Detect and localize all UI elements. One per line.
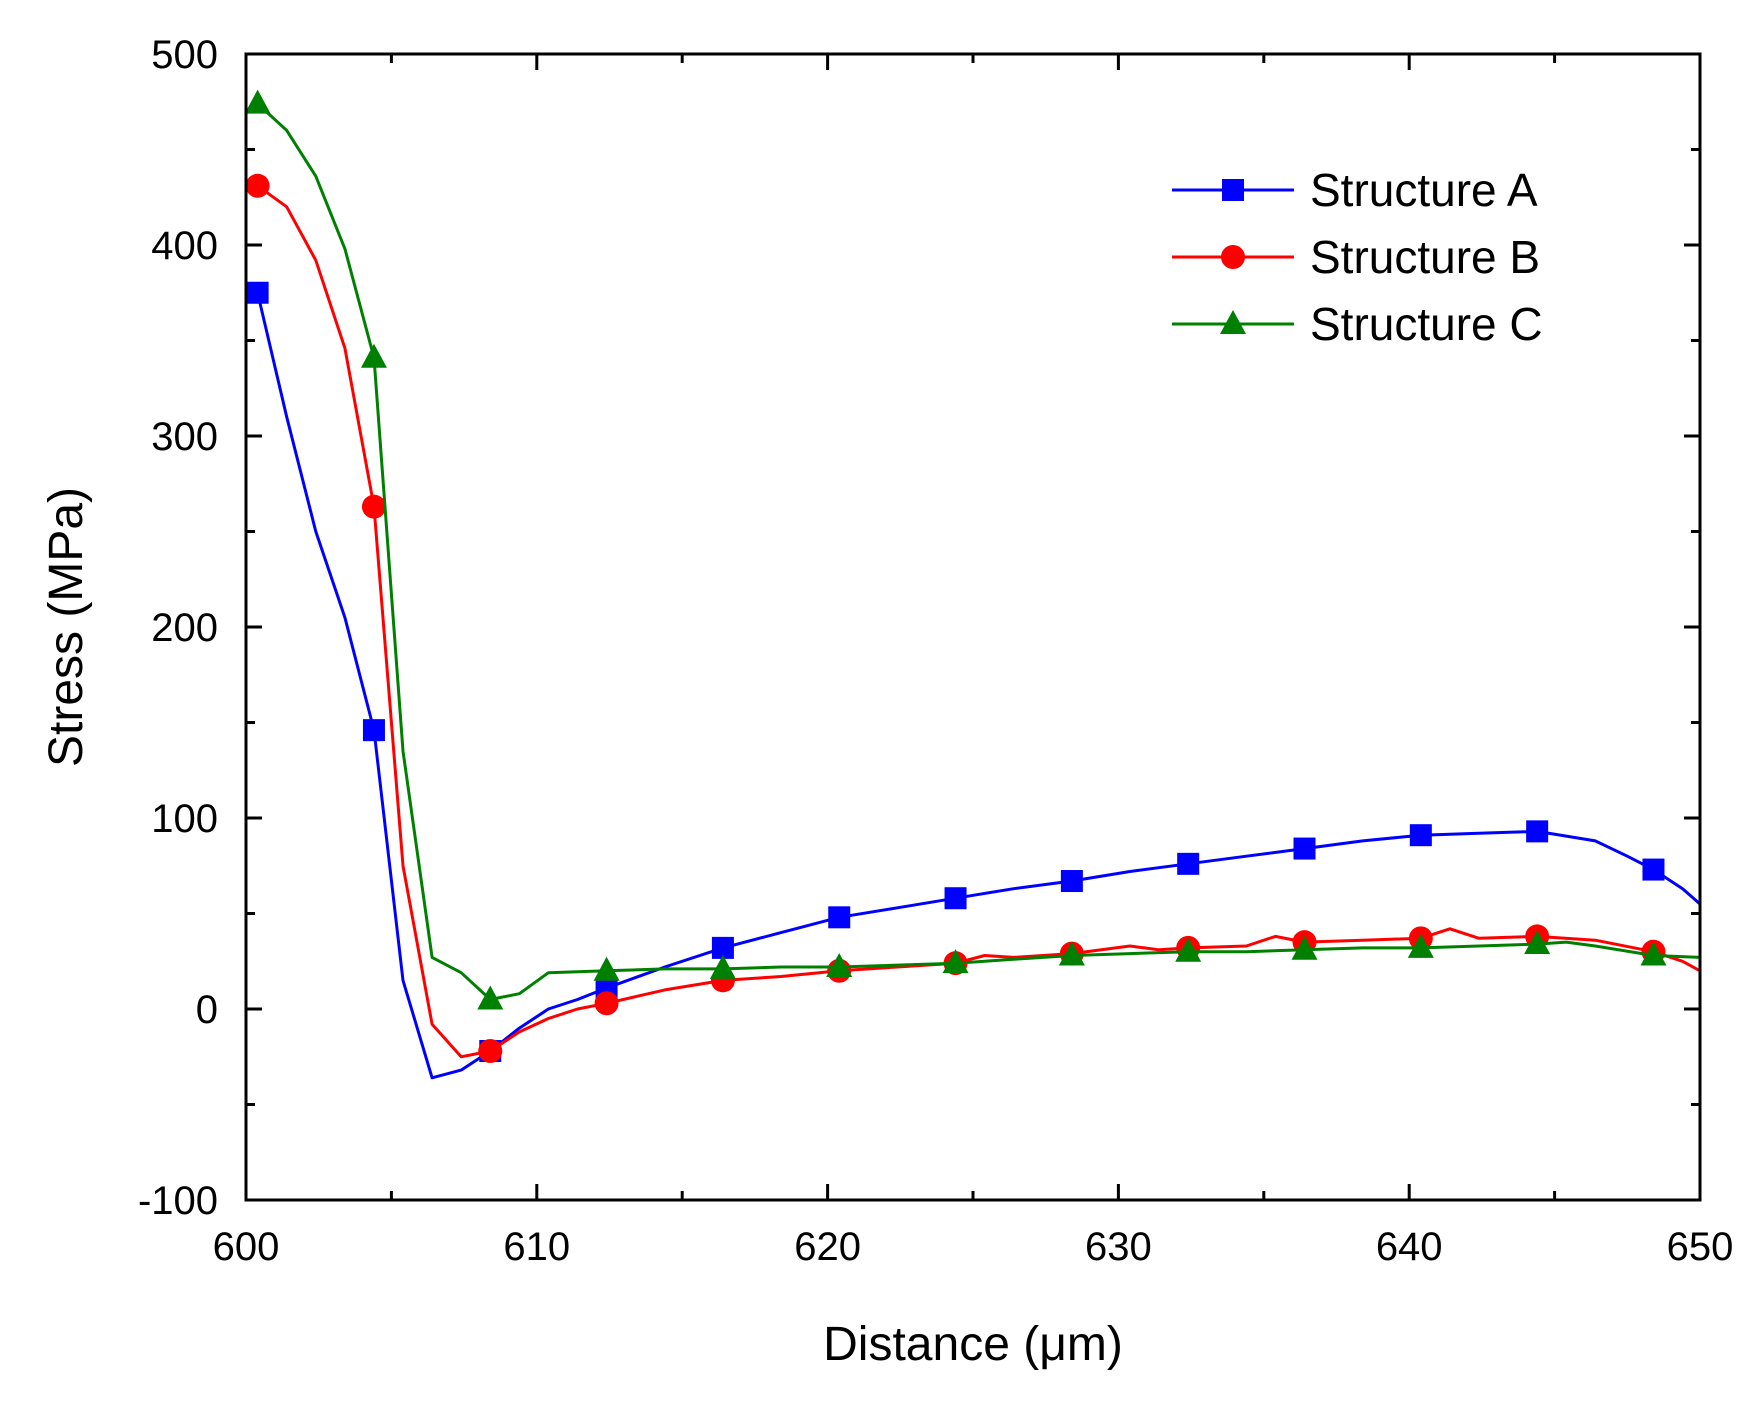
data-point-structure-a [1293, 837, 1316, 860]
x-tick-label: 640 [1376, 1225, 1443, 1269]
y-tick-label: 500 [151, 33, 218, 77]
data-point-structure-a [1060, 870, 1083, 893]
axis-ticks [244, 52, 1702, 1202]
data-point-structure-c [593, 956, 620, 981]
data-point-structure-c [709, 954, 736, 979]
x-tick-label: 620 [794, 1225, 861, 1269]
x-tick-label: 650 [1667, 1225, 1734, 1269]
legend-entry-structure-b: Structure B [1172, 231, 1540, 283]
tick-labels: 600 610 620 630 640 650 -100 0 100 200 300 400 500 [138, 33, 1733, 1269]
series-line-structure-c [256, 102, 1701, 1001]
x-axis-title: Distance (μm) [823, 1318, 1123, 1371]
data-point-structure-c [1175, 937, 1202, 962]
legend-entry-structure-a: Structure A [1172, 164, 1538, 216]
y-tick-label: -100 [138, 1179, 218, 1223]
data-point-structure-c [1407, 933, 1434, 958]
data-point-structure-c [1524, 930, 1551, 955]
x-tick-label: 610 [503, 1225, 570, 1269]
legend-marker-structure-c [1220, 310, 1246, 334]
legend-marker-structure-c [1220, 310, 1246, 334]
y-tick-label: 100 [151, 797, 218, 841]
data-point-structure-a [362, 719, 385, 742]
data-point-structure-a [711, 936, 734, 959]
data-point-structure-a [1177, 852, 1200, 875]
data-point-structure-c [244, 89, 271, 114]
data-point-structure-a [1409, 824, 1432, 847]
series-line-structure-a [256, 292, 1701, 1080]
data-point-structure-a [1642, 858, 1665, 881]
y-tick-label: 0 [196, 988, 218, 1032]
data-point-structure-a [1526, 820, 1549, 843]
y-tick-label: 400 [151, 224, 218, 268]
data-point-structure-c [1058, 941, 1085, 966]
data-point-structure-c [826, 952, 853, 977]
data-point-structure-b [361, 494, 386, 519]
data-point-structure-a [828, 906, 851, 929]
series-structure-c [244, 89, 1701, 1010]
legend-label-structure-b: Structure B [1310, 231, 1540, 283]
x-tick-label: 600 [213, 1225, 280, 1269]
legend-entry-structure-c: Structure C [1172, 298, 1543, 350]
series-structure-a [246, 281, 1701, 1080]
data-point-structure-b [245, 173, 270, 198]
plot-series [244, 89, 1701, 1080]
legend-marker-structure-b [1221, 245, 1245, 269]
y-tick-label: 300 [151, 415, 218, 459]
data-point-structure-b [594, 991, 619, 1016]
data-point-structure-a [246, 281, 269, 304]
data-point-structure-b [478, 1039, 503, 1064]
data-point-structure-c [942, 949, 969, 974]
legend-marker-structure-a [1222, 179, 1244, 201]
y-tick-label: 200 [151, 606, 218, 650]
data-point-structure-a [944, 887, 967, 910]
legend-label-structure-a: Structure A [1310, 164, 1538, 216]
legend-marker-structure-a [1222, 179, 1244, 201]
x-tick-label: 630 [1085, 1225, 1152, 1269]
data-point-structure-c [1291, 935, 1318, 960]
legend-label-structure-c: Structure C [1310, 298, 1543, 350]
legend: Structure A Structure B Structure C [1172, 164, 1543, 350]
plot-frame [244, 52, 1702, 1202]
y-axis-title: Stress (MPa) [40, 487, 93, 767]
legend-marker-structure-b [1221, 245, 1245, 269]
data-point-structure-c [360, 343, 387, 368]
data-point-structure-c [1640, 941, 1667, 966]
data-point-structure-c [477, 985, 504, 1010]
